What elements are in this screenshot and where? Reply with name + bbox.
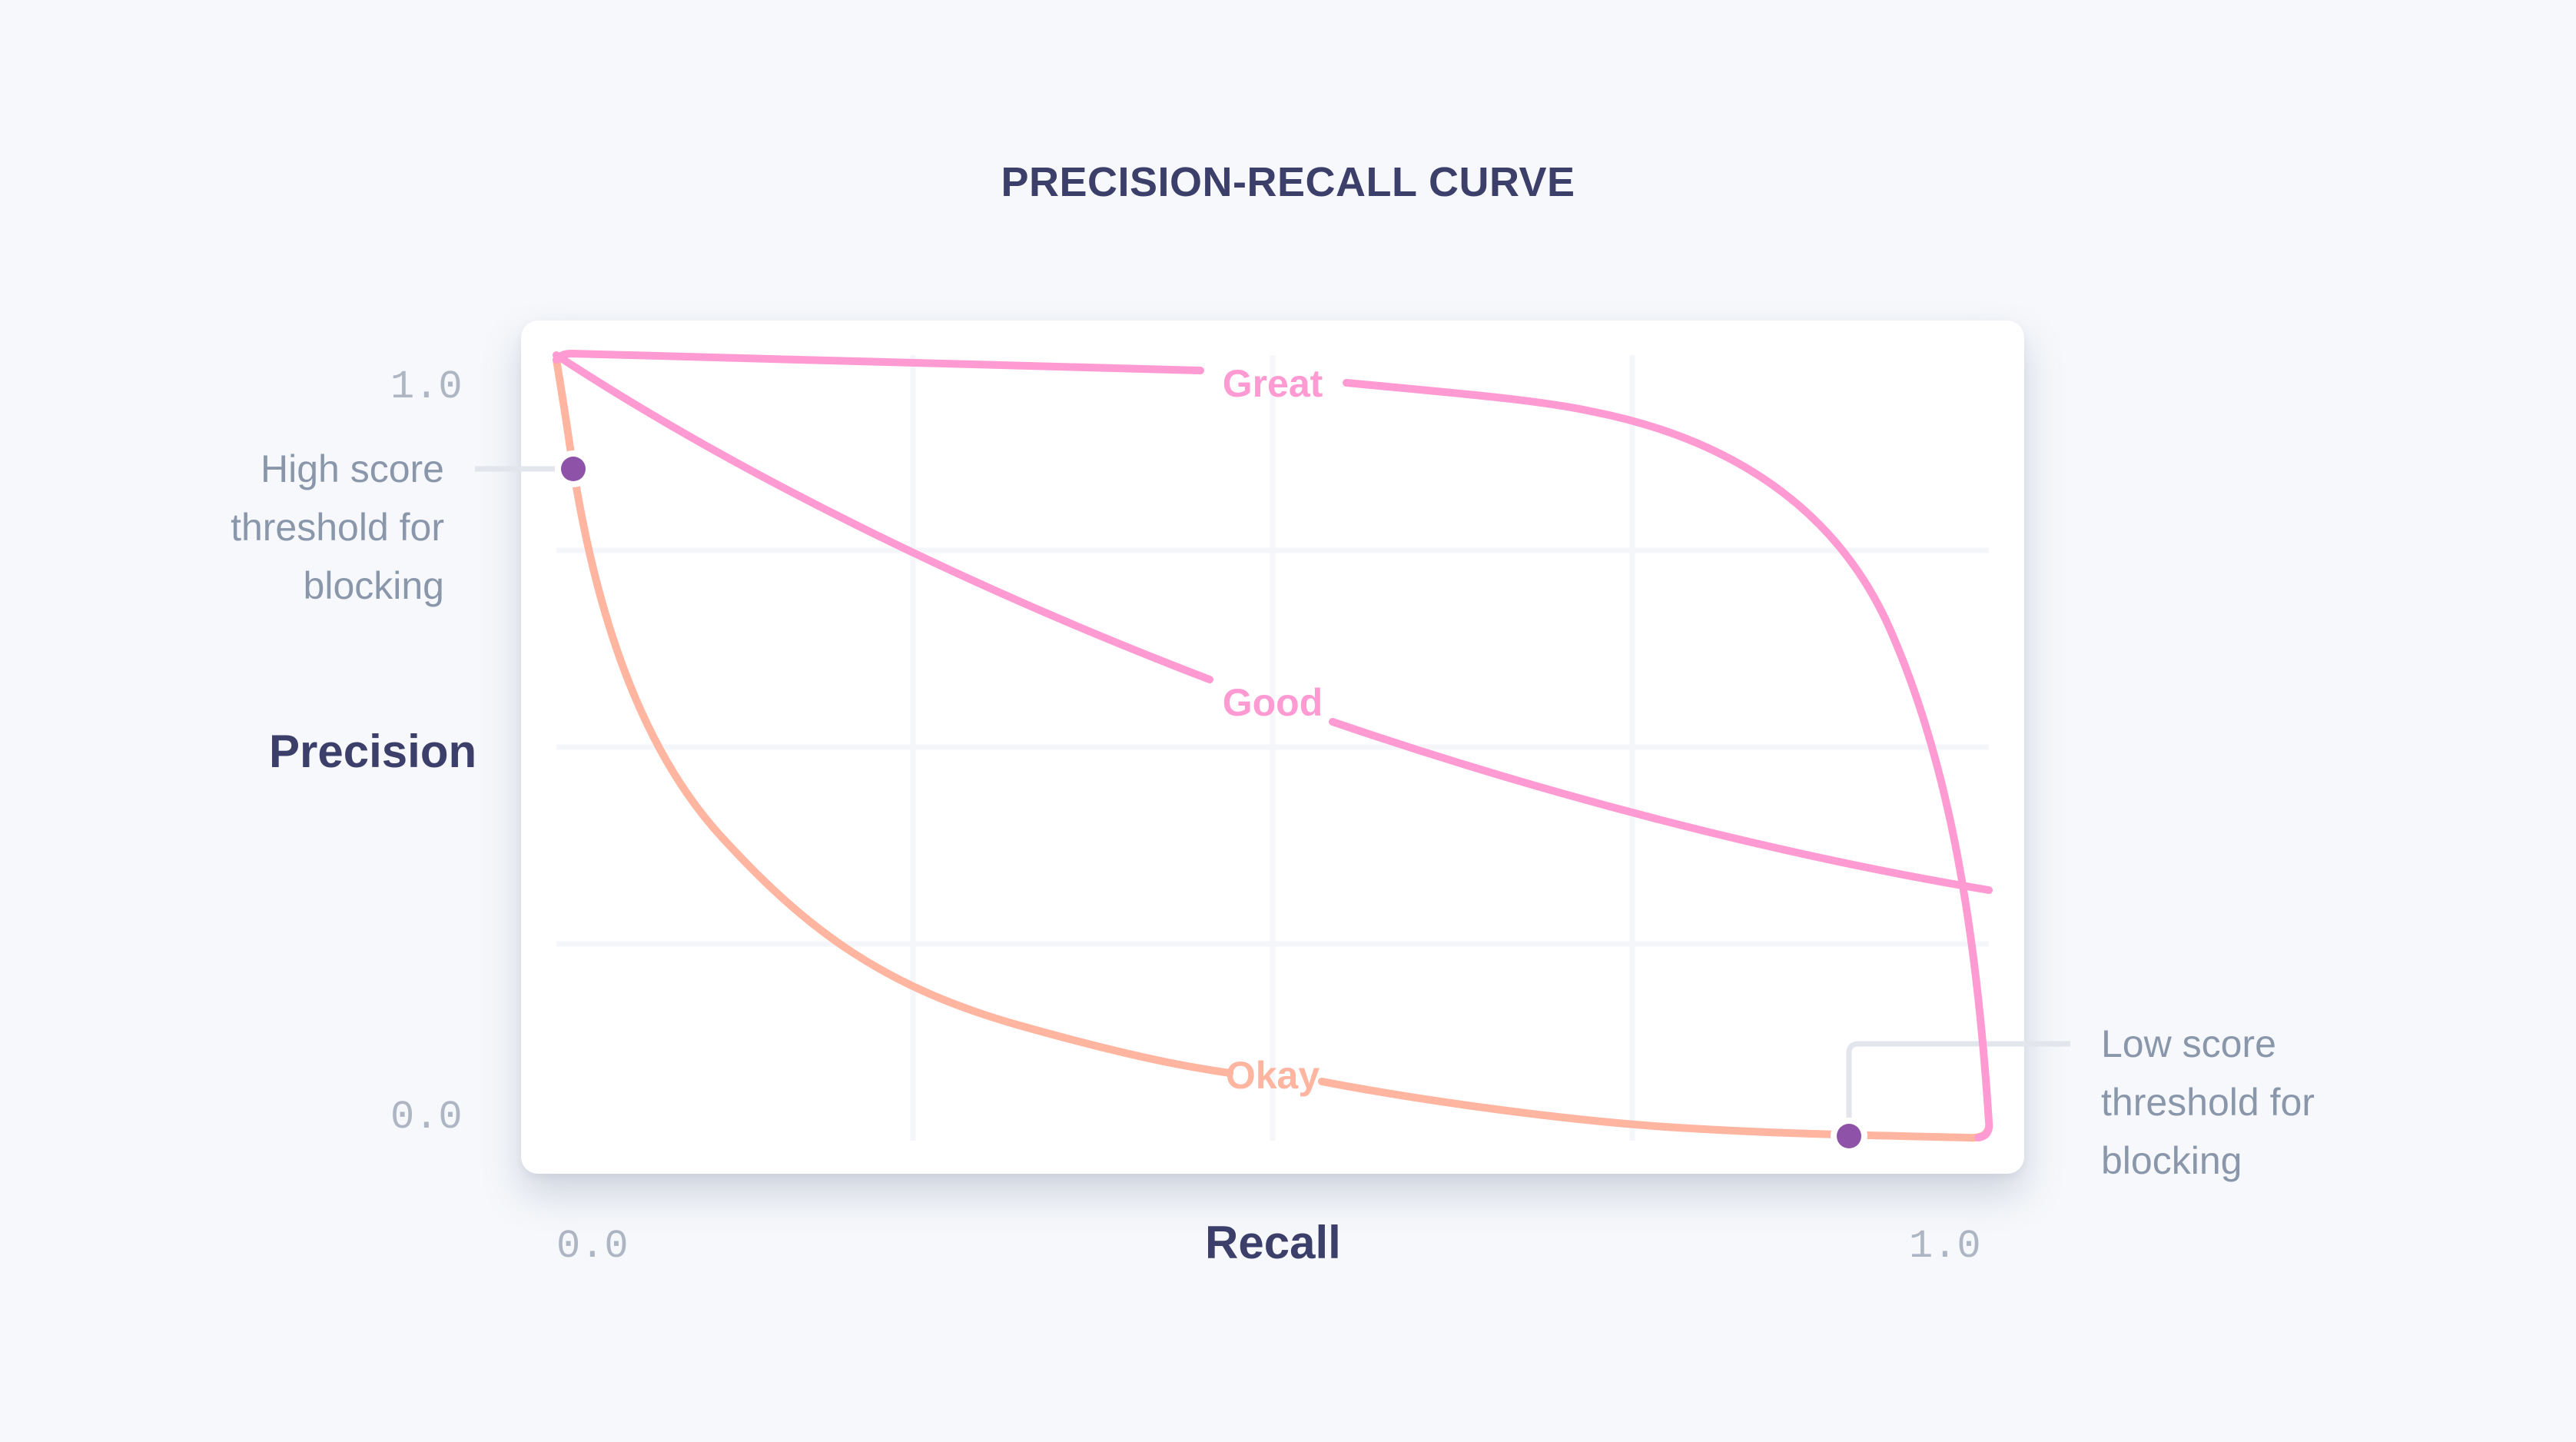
- annotation-line: threshold for: [2101, 1081, 2315, 1124]
- great-curve: [553, 349, 1993, 1141]
- good-curve-label: Good: [1223, 681, 1323, 724]
- high-threshold-annotation: High score threshold for blocking: [154, 440, 444, 615]
- gridlines: [556, 355, 1989, 1141]
- low-threshold-annotation: Low score threshold for blocking: [2101, 1015, 2424, 1190]
- okay-curve-label: Okay: [1226, 1054, 1320, 1097]
- high-threshold-marker-dot[interactable]: [561, 457, 586, 481]
- annotation-line: High score: [261, 447, 444, 490]
- y-axis-label: Precision: [269, 726, 477, 777]
- y-tick-min: 0.0: [390, 1095, 463, 1140]
- chart-title: PRECISION-RECALL CURVE: [1001, 159, 1575, 205]
- good-curve: [553, 351, 1993, 894]
- annotation-line: threshold for: [231, 506, 444, 549]
- low-threshold-marker-dot[interactable]: [1837, 1124, 1861, 1148]
- x-tick-max: 1.0: [1909, 1224, 1981, 1269]
- great-curve-label: Great: [1223, 362, 1323, 405]
- y-tick-max: 1.0: [390, 364, 463, 410]
- annotation-line: blocking: [2101, 1139, 2242, 1182]
- x-axis-label: Recall: [1205, 1217, 1341, 1268]
- annotation-line: Low score: [2101, 1022, 2276, 1065]
- annotation-line: blocking: [303, 564, 444, 607]
- x-tick-min: 0.0: [556, 1224, 629, 1269]
